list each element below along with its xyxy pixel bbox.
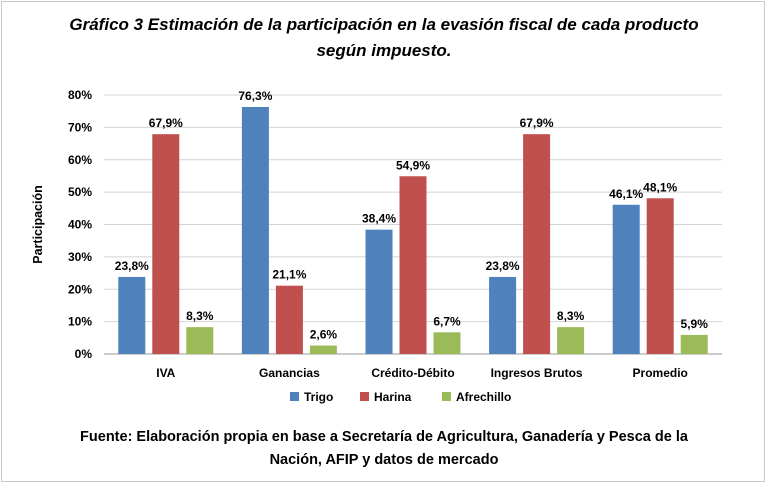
y-tick-label: 10% xyxy=(68,315,92,329)
y-tick-label: 70% xyxy=(68,120,92,134)
y-tick-label: 80% xyxy=(68,88,92,102)
bar xyxy=(680,334,708,354)
legend-label: Afrechillo xyxy=(456,390,511,404)
bar xyxy=(433,332,461,354)
bar xyxy=(399,176,427,354)
bar xyxy=(489,276,517,354)
bar xyxy=(646,198,674,354)
bar xyxy=(309,345,337,354)
data-label: 5,9% xyxy=(681,317,709,331)
bar xyxy=(365,229,393,354)
bar xyxy=(523,134,551,354)
chart-title-line-1: Gráfico 3 Estimación de la participación… xyxy=(69,15,699,34)
source-note-line-1: Fuente: Elaboración propia en base a Sec… xyxy=(80,429,688,445)
x-tick-label: Promedio xyxy=(633,366,688,380)
legend-label: Harina xyxy=(374,390,412,404)
bar xyxy=(275,285,303,354)
data-label: 23,8% xyxy=(115,259,149,273)
bar xyxy=(186,327,214,354)
legend-swatch xyxy=(442,392,451,401)
chart-title: Gráfico 3 Estimación de la participación… xyxy=(0,12,768,64)
bar xyxy=(612,204,640,354)
data-label: 67,9% xyxy=(520,116,554,130)
bar xyxy=(557,327,585,354)
x-tick-label: Ganancias xyxy=(259,366,320,380)
x-tick-label: Crédito-Débito xyxy=(371,366,454,380)
data-label: 6,7% xyxy=(433,314,461,328)
legend-label: Trigo xyxy=(304,390,333,404)
source-note-line-2: Nación, AFIP y datos de mercado xyxy=(269,452,499,468)
y-axis-label: Participación xyxy=(31,185,45,264)
x-tick-label: IVA xyxy=(156,366,175,380)
data-label: 23,8% xyxy=(486,259,520,273)
data-label: 8,3% xyxy=(557,309,585,323)
y-tick-label: 0% xyxy=(75,347,93,361)
chart-title-line-2: según impuesto. xyxy=(316,41,452,60)
bar-chart: 0% 10% 20% 30% 40% 50% 60% 70% 80% Participación 2… xyxy=(31,88,722,404)
data-label: 38,4% xyxy=(362,212,396,226)
y-tick-label: 60% xyxy=(68,153,92,167)
source-note: Fuente: Elaboración propia en base a Sec… xyxy=(0,426,768,472)
y-tick-label: 50% xyxy=(68,185,92,199)
y-tick-label: 30% xyxy=(68,250,92,264)
data-label: 2,6% xyxy=(310,328,338,342)
y-tick-label: 40% xyxy=(68,218,92,232)
data-label: 67,9% xyxy=(149,116,183,130)
legend-swatch xyxy=(290,392,299,401)
data-label: 54,9% xyxy=(396,158,430,172)
data-label: 21,1% xyxy=(272,268,306,282)
bar xyxy=(152,134,180,354)
data-label: 46,1% xyxy=(609,187,643,201)
data-label: 48,1% xyxy=(643,180,677,194)
legend-swatch xyxy=(360,392,369,401)
bar xyxy=(118,276,146,354)
x-tick-label: Ingresos Brutos xyxy=(491,366,583,380)
y-tick-label: 20% xyxy=(68,282,92,296)
data-label: 76,3% xyxy=(238,89,272,103)
bar xyxy=(241,106,269,354)
data-label: 8,3% xyxy=(186,309,214,323)
